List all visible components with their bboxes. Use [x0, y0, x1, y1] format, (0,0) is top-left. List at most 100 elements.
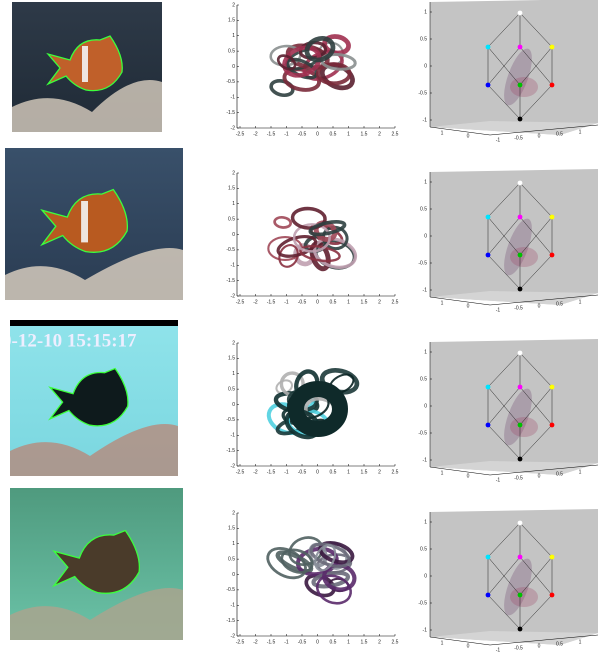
cube-vertex — [486, 593, 491, 598]
x-tick-label: 1 — [347, 469, 350, 475]
fish-stripe — [81, 201, 88, 242]
x-tick-label: 0.5 — [330, 299, 337, 305]
y-tick-label: -1.5 — [226, 618, 235, 624]
cube-vertex — [518, 423, 523, 428]
x-tick-label: 0 — [316, 639, 319, 645]
cube-vertex — [518, 351, 523, 356]
y-tick-label: -2 — [231, 633, 236, 639]
x-tick-label: -2 — [253, 131, 258, 137]
y-tick-label: -0.5 — [226, 79, 235, 85]
y-tick-label: -1 — [496, 477, 501, 483]
cube-vertex — [486, 385, 491, 390]
cube-vertex — [518, 521, 523, 526]
y-tick-label: 1.5 — [228, 356, 235, 362]
y-tick-label: 0 — [232, 402, 235, 408]
z-tick-label: -0.5 — [418, 600, 427, 606]
y-tick-label: 0.5 — [228, 386, 235, 392]
x-tick-label: 0 — [467, 303, 470, 309]
z-tick-label: 0.5 — [420, 206, 427, 212]
z-tick-label: 0 — [424, 573, 427, 579]
cube-vertex — [486, 423, 491, 428]
y-tick-label: 1 — [579, 299, 582, 305]
x-tick-label: 1 — [441, 130, 444, 136]
figure: 0-12-10 15:15:1721.510.50-0.5-1-1.5-2-2.… — [0, 0, 612, 654]
x-tick-label: -1.5 — [267, 299, 276, 305]
x-tick-label: 2 — [378, 299, 381, 305]
x-tick-label: 1 — [347, 299, 350, 305]
x-tick-label: -1 — [284, 299, 289, 305]
cube-vertex — [486, 83, 491, 88]
x-tick-label: 2 — [378, 639, 381, 645]
x-tick-label: 0 — [316, 469, 319, 475]
y-tick-label: -2 — [231, 293, 236, 299]
x-tick-label: 0 — [467, 133, 470, 139]
y-tick-label: -0.5 — [514, 305, 523, 311]
x-tick-label: 1.5 — [361, 639, 368, 645]
y-tick-label: -1 — [496, 307, 501, 313]
cube-vertex — [518, 253, 523, 258]
x-tick-label: 2.5 — [392, 131, 399, 137]
x-tick-label: 0 — [316, 131, 319, 137]
x-tick-label: 1 — [347, 639, 350, 645]
x-tick-label: 2 — [378, 131, 381, 137]
y-tick-label: -1.5 — [226, 110, 235, 116]
ring — [274, 216, 291, 228]
x-tick-label: -0.5 — [298, 469, 307, 475]
x-tick-label: 1.5 — [361, 299, 368, 305]
x-tick-label: 0 — [316, 299, 319, 305]
x-tick-label: -1 — [284, 131, 289, 137]
x-tick-label: 1 — [441, 300, 444, 306]
x-tick-label: -2 — [253, 639, 258, 645]
z-tick-label: 1 — [424, 519, 427, 525]
z-tick-label: -1 — [423, 117, 428, 123]
y-tick-label: -1 — [231, 95, 236, 101]
y-tick-label: 1 — [232, 201, 235, 207]
cube-vertex — [518, 627, 523, 632]
z-tick-label: 1 — [424, 9, 427, 15]
y-tick-label: 0.5 — [228, 48, 235, 54]
fish-stripe — [82, 46, 88, 82]
y-tick-label: -1 — [496, 137, 501, 143]
timestamp: 0-12-10 15:15:17 — [2, 330, 137, 351]
y-tick-label: 1 — [232, 371, 235, 377]
photo-border — [10, 320, 178, 326]
x-tick-label: 0 — [467, 473, 470, 479]
cube-vertex — [550, 423, 555, 428]
y-tick-label: -0.5 — [226, 587, 235, 593]
x-tick-label: -1.5 — [267, 469, 276, 475]
x-tick-label: -2.5 — [236, 639, 245, 645]
x-tick-label: -2.5 — [236, 469, 245, 475]
y-tick-label: -0.5 — [226, 417, 235, 423]
cube-vertex — [518, 555, 523, 560]
x-tick-label: -2 — [253, 469, 258, 475]
z-tick-label: -1 — [423, 457, 428, 463]
y-tick-label: 0.5 — [228, 216, 235, 222]
x-tick-label: 0.5 — [330, 639, 337, 645]
x-tick-label: -0.5 — [298, 299, 307, 305]
y-tick-label: -1 — [231, 433, 236, 439]
cube-vertex — [550, 555, 555, 560]
cube-vertex — [518, 287, 523, 292]
y-tick-label: 1 — [579, 129, 582, 135]
z-tick-label: 0.5 — [420, 546, 427, 552]
z-tick-label: 1 — [424, 349, 427, 355]
y-tick-label: 1.5 — [228, 526, 235, 532]
cube-vertex — [550, 385, 555, 390]
x-tick-label: 1 — [441, 640, 444, 646]
y-tick-label: -0.5 — [226, 247, 235, 253]
y-tick-label: -1 — [231, 263, 236, 269]
x-tick-label: 2.5 — [392, 299, 399, 305]
x-tick-label: 0.5 — [330, 131, 337, 137]
cube-vertex — [518, 45, 523, 50]
x-tick-label: -1 — [284, 469, 289, 475]
x-tick-label: 0 — [467, 643, 470, 649]
x-tick-label: 1.5 — [361, 469, 368, 475]
z-tick-label: 0 — [424, 233, 427, 239]
y-tick-label: -0.5 — [514, 645, 523, 651]
y-tick-label: 0.5 — [556, 131, 563, 137]
cube-vertex — [518, 83, 523, 88]
cube-vertex — [550, 45, 555, 50]
cube-vertex — [486, 555, 491, 560]
z-tick-label: -0.5 — [418, 430, 427, 436]
y-tick-label: 2 — [232, 2, 235, 8]
